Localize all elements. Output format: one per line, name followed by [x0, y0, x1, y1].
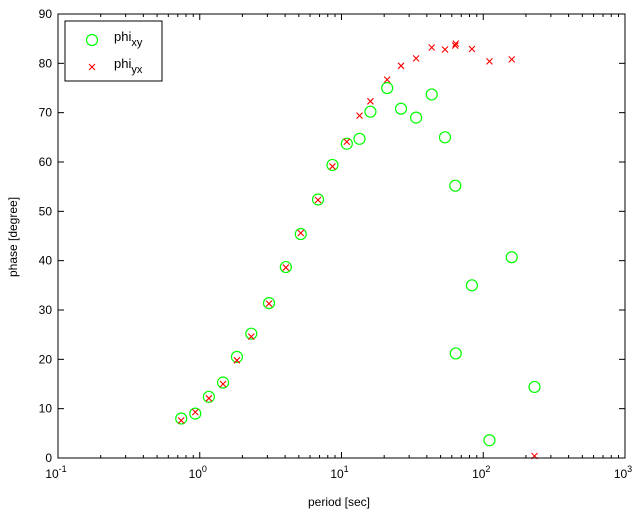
- phi-yx-point: [297, 229, 305, 237]
- phi-xy-point: [438, 131, 452, 144]
- x-tick-label: 10-1: [45, 464, 66, 481]
- phi-xy-point: [230, 350, 244, 363]
- phi-xy-point: [410, 111, 423, 124]
- phi-yx-point: [397, 62, 405, 70]
- phi-yx-point: [282, 264, 290, 271]
- phi-yx-point: [177, 417, 185, 424]
- phi-xy-point: [465, 279, 479, 292]
- axes-frame: [57, 13, 626, 459]
- phi-xy-point: [353, 132, 366, 145]
- phi-yx-point: [329, 163, 336, 170]
- phi-xy-point: [449, 179, 462, 192]
- phi-xy-point: [175, 412, 188, 425]
- legend-marker-x: [88, 63, 96, 71]
- axes: 10-1 100 101 102 103 0 10 20 30 40 50 60 70 80 90: [39, 7, 633, 481]
- y-tick-label: 10: [39, 402, 53, 416]
- phi-xy-point: [311, 193, 325, 206]
- y-tick-label: 60: [39, 155, 53, 169]
- phi-xy-point: [245, 327, 258, 340]
- phi-xy-point: [189, 407, 202, 420]
- x-tick-label: 100: [189, 464, 207, 481]
- phi-yx-point: [383, 76, 391, 84]
- phi-yx-point: [367, 97, 374, 105]
- phi-yx-point: [452, 40, 460, 47]
- phi-yx-point: [508, 55, 516, 63]
- legend-marker-circle: [85, 33, 99, 47]
- phi-xy-point: [202, 390, 215, 403]
- x-tick-label: 103: [614, 464, 632, 481]
- phi-yx-point: [468, 45, 476, 53]
- y-tick-label: 70: [39, 106, 53, 120]
- phi-xy-point: [449, 347, 462, 360]
- y-tick-label: 40: [39, 254, 53, 268]
- phi-yx-point: [343, 138, 351, 146]
- x-tick-label: 102: [472, 464, 490, 481]
- phi-yx-point: [486, 57, 493, 65]
- legend-entry-label: phixy: [114, 29, 143, 49]
- phi-yx-point: [205, 394, 213, 402]
- x-tick-label: 101: [330, 464, 348, 481]
- phi-yx-point: [428, 44, 436, 51]
- phi-xy-point: [394, 102, 408, 115]
- y-tick-label: 90: [39, 7, 53, 21]
- y-axis-label: phase [degree]: [6, 197, 20, 277]
- phi-yx-point: [265, 300, 273, 307]
- phi-yx-point: [314, 196, 322, 204]
- phi-xy-point: [505, 251, 518, 264]
- phi-xy-point: [364, 105, 377, 118]
- y-tick-label: 80: [39, 56, 53, 70]
- phi-xy-point: [216, 376, 230, 389]
- legend: phixy phiyx: [64, 20, 163, 82]
- phi-xy-point: [262, 296, 276, 310]
- phi-xy-point: [483, 434, 496, 447]
- data-marks: [175, 40, 541, 460]
- phi-yx-point: [412, 55, 420, 62]
- y-tick-label: 20: [39, 352, 53, 366]
- y-tick-label: 50: [39, 204, 53, 218]
- phi-yx-point: [247, 333, 255, 341]
- phi-xy-point: [279, 260, 292, 274]
- phi-xy-point: [528, 380, 541, 394]
- phi-xy-point: [425, 88, 438, 101]
- phi-xy-point: [326, 158, 339, 172]
- phi-yx-point: [219, 380, 227, 388]
- phi-xy-point: [294, 227, 307, 241]
- x-axis-label: period [sec]: [308, 495, 370, 509]
- y-tick-label: 30: [39, 303, 53, 317]
- legend-box: [64, 20, 163, 82]
- phi-xy-point: [340, 137, 353, 150]
- phi-yx-point: [191, 408, 199, 416]
- phi-yx-point: [356, 112, 363, 120]
- phi-yx-point: [441, 46, 449, 53]
- phi-xy-point: [381, 81, 394, 95]
- phi-yx-point: [451, 42, 459, 49]
- y-tick-label: 0: [45, 451, 52, 465]
- phi-yx-point: [233, 356, 241, 364]
- legend-entry-label: phiyx: [114, 56, 143, 76]
